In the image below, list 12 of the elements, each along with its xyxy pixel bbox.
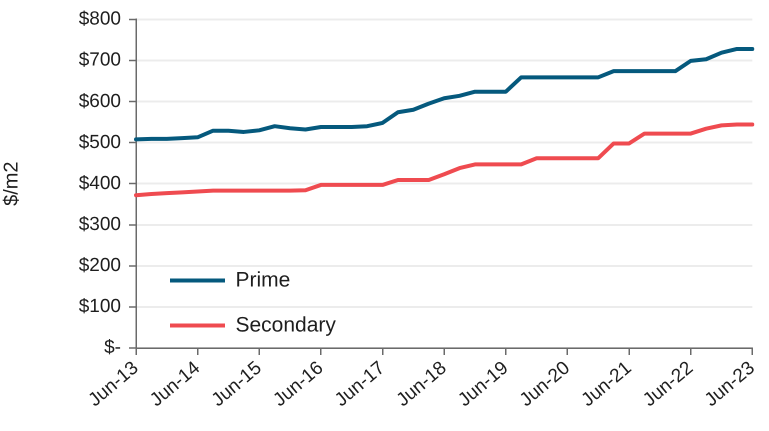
legend-label: Prime xyxy=(236,268,290,292)
y-tick-label: $700 xyxy=(78,50,121,71)
y-tick-label: $600 xyxy=(78,90,121,112)
y-tick-label: $500 xyxy=(78,132,121,153)
y-tick-label: $100 xyxy=(78,296,121,318)
y-tick-label: $800 xyxy=(78,8,121,30)
y-tick-label: $300 xyxy=(78,214,121,236)
y-tick-label: $200 xyxy=(78,255,121,276)
y-axis-title: $/m2 xyxy=(0,161,23,206)
y-tick-label: $- xyxy=(104,337,121,358)
y-tick-label: $400 xyxy=(78,172,121,194)
legend-label: Secondary xyxy=(236,313,336,336)
